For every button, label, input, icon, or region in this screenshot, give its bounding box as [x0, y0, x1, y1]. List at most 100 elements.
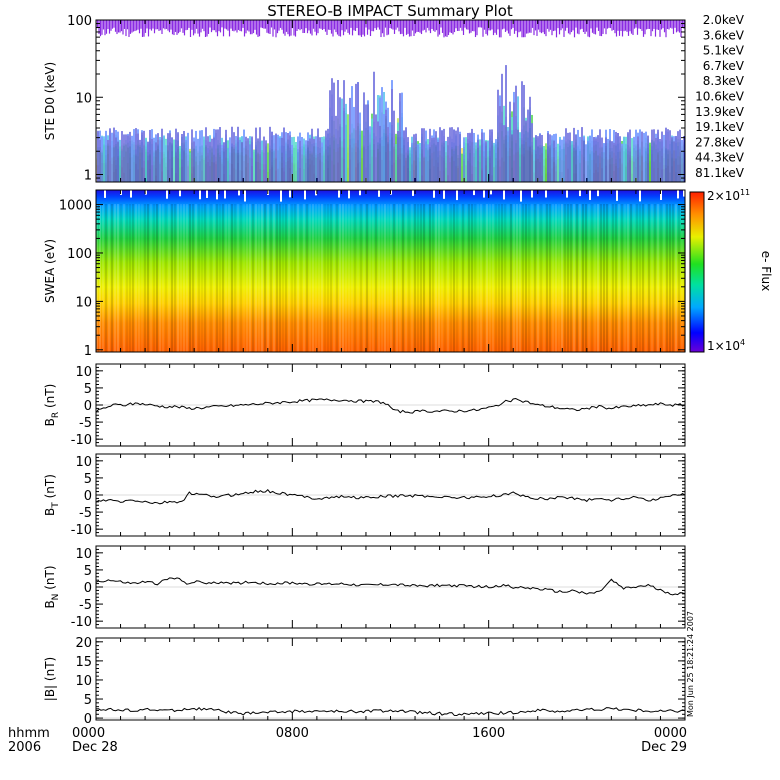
swea-texture — [555, 204, 557, 352]
swea-gap — [412, 190, 414, 196]
swea-texture — [309, 204, 311, 352]
swea-texture — [168, 204, 170, 352]
swea-texture — [510, 204, 512, 352]
swea-texture — [393, 204, 395, 352]
legend-81.1keV: 81.1keV — [695, 166, 745, 180]
trace-line-2 — [95, 397, 686, 414]
swea-gap — [130, 190, 132, 198]
swea-gap — [579, 190, 581, 197]
swea-texture — [138, 204, 140, 352]
swea-texture — [414, 204, 416, 352]
swea-gap — [199, 190, 201, 200]
trace-line-5 — [95, 707, 686, 717]
swea-texture — [291, 204, 293, 352]
ytick-label: 10 — [75, 295, 92, 310]
swea-texture — [366, 204, 368, 352]
ytick-label: 20 — [75, 636, 92, 651]
ytick-label: 10 — [75, 547, 92, 562]
swea-texture — [372, 204, 374, 352]
swea-texture — [480, 204, 482, 352]
legend-10.6keV: 10.6keV — [695, 90, 745, 104]
swea-gap — [683, 190, 685, 197]
swea-texture — [426, 204, 428, 352]
ytick-label: 100 — [67, 14, 92, 29]
xtick-sublabel: Dec 28 — [72, 740, 118, 755]
swea-gap — [490, 190, 492, 195]
swea-texture — [159, 204, 161, 352]
swea-texture — [264, 204, 266, 352]
swea-texture — [477, 204, 479, 352]
swea-texture — [228, 204, 230, 352]
swea-texture — [243, 204, 245, 352]
swea-texture — [552, 204, 554, 352]
swea-texture — [603, 204, 605, 352]
swea-texture — [459, 204, 461, 352]
swea-gap — [443, 190, 445, 199]
swea-gap — [338, 190, 340, 198]
legend-6.7keV: 6.7keV — [703, 59, 745, 73]
xaxis-row2-label: 2006 — [8, 740, 41, 755]
swea-texture — [489, 204, 491, 352]
swea-gap — [433, 190, 435, 198]
swea-texture — [360, 204, 362, 352]
ytick-label: -10 — [71, 615, 92, 630]
swea-texture — [129, 204, 131, 352]
swea-texture — [171, 204, 173, 352]
swea-texture — [507, 204, 509, 352]
swea-texture — [384, 204, 386, 352]
swea-texture — [231, 204, 233, 352]
swea-texture — [495, 204, 497, 352]
xtick-label: 0000 — [72, 726, 105, 741]
xtick-label: 0800 — [276, 726, 309, 741]
swea-gap — [677, 190, 679, 199]
swea-texture — [657, 204, 659, 352]
swea-texture — [441, 204, 443, 352]
swea-texture — [225, 204, 227, 352]
swea-texture — [408, 204, 410, 352]
swea-texture — [174, 204, 176, 352]
xtick-label: 0000 — [654, 726, 687, 741]
swea-gap — [206, 190, 208, 198]
colorbar-max: 2×1011 — [707, 188, 750, 203]
swea-texture — [237, 204, 239, 352]
swea-gap — [289, 190, 291, 198]
swea-gap — [280, 190, 282, 202]
swea-texture — [210, 204, 212, 352]
swea-texture — [531, 204, 533, 352]
swea-texture — [144, 204, 146, 352]
swea-texture — [162, 204, 164, 352]
swea-texture — [528, 204, 530, 352]
swea-gap — [304, 190, 306, 200]
swea-texture — [663, 204, 665, 352]
colorbar-label: e- Flux — [759, 251, 773, 291]
swea-texture — [591, 204, 593, 352]
swea-texture — [600, 204, 602, 352]
legend-2.0keV: 2.0keV — [703, 13, 745, 27]
swea-texture — [114, 204, 116, 352]
ytick-label: 5 — [84, 382, 92, 397]
swea-texture — [570, 204, 572, 352]
swea-texture — [132, 204, 134, 352]
xtick-sublabel: Dec 29 — [641, 740, 687, 755]
swea-texture — [432, 204, 434, 352]
swea-texture — [123, 204, 125, 352]
swea-gap — [483, 190, 485, 198]
swea-texture — [624, 204, 626, 352]
swea-texture — [195, 204, 197, 352]
swea-texture — [585, 204, 587, 352]
ytick-label: -5 — [79, 598, 92, 613]
swea-texture — [636, 204, 638, 352]
swea-texture — [294, 204, 296, 352]
swea-texture — [126, 204, 128, 352]
ytick-label: 0 — [84, 581, 92, 596]
swea-gap — [166, 190, 168, 199]
swea-gap — [597, 190, 599, 197]
swea-gap — [520, 190, 522, 202]
swea-gap — [545, 190, 547, 198]
ytick-label: 10 — [75, 455, 92, 470]
swea-gap — [660, 190, 662, 200]
swea-texture — [564, 204, 566, 352]
legend-5.1keV: 5.1keV — [703, 44, 745, 58]
swea-texture — [390, 204, 392, 352]
